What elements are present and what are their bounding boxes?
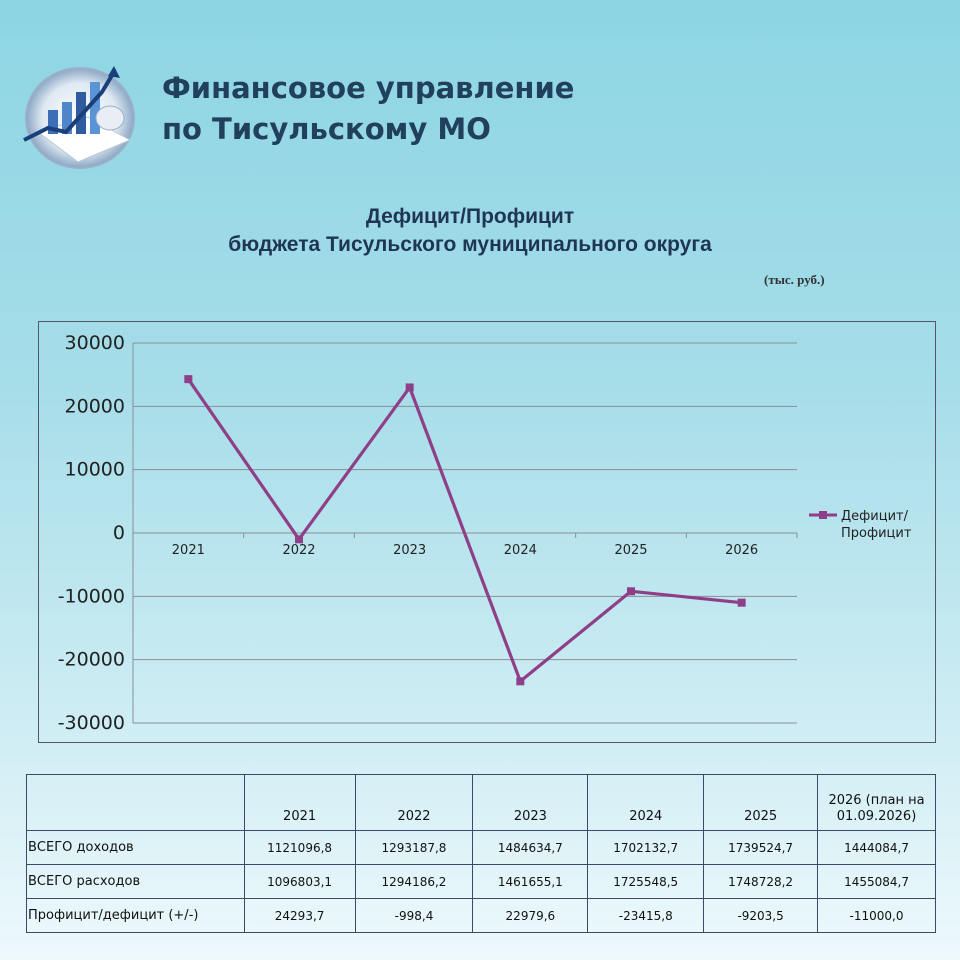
unit-note: (тыс. руб.) (764, 272, 825, 287)
x-tick-label: 2025 (614, 543, 647, 558)
logo-icon (23, 66, 135, 169)
y-tick-label: 20000 (65, 395, 125, 417)
x-tick-label: 2024 (504, 543, 537, 558)
data-point (516, 677, 525, 686)
table-cell: 1739524,7 (703, 830, 819, 865)
legend-marker (819, 511, 827, 519)
x-tick-label: 2026 (725, 543, 758, 558)
y-tick-label: 0 (113, 522, 125, 544)
table-header-cell: 2025 (703, 774, 819, 831)
org-title: Финансовое управление по Тисульскому МО (162, 68, 574, 150)
x-tick-label: 2022 (282, 543, 315, 558)
table-header-cell: 2022 (354, 774, 474, 831)
y-tick-label: -30000 (58, 712, 125, 734)
table-cell: 1294186,2 (354, 864, 474, 899)
table-header-cell: 2024 (587, 774, 705, 831)
y-tick-label: -10000 (58, 585, 125, 607)
data-point (405, 383, 414, 392)
table-cell: 1455084,7 (817, 864, 936, 899)
table-cell: 1461655,1 (472, 864, 589, 899)
org-title-line1: Финансовое управление (162, 71, 575, 105)
series-line (187, 378, 742, 683)
row-label: ВСЕГО расходов (26, 864, 245, 899)
table-cell: -23415,8 (587, 898, 705, 933)
x-tick-label: 2023 (393, 543, 426, 558)
table-header-row: 2021 2022 2023 2024 2025 2026 (план на 0… (26, 774, 936, 831)
table-cell: 1444084,7 (817, 830, 936, 865)
y-tick-label: 10000 (65, 459, 125, 481)
table-cell: 1748728,2 (703, 864, 819, 899)
table-cell: 1293187,8 (354, 830, 474, 865)
x-tick-label: 2021 (172, 543, 205, 558)
table-cell: -11000,0 (817, 898, 936, 933)
legend-label: Дефицит/ (841, 509, 909, 524)
table-header-cell: 2021 (243, 774, 356, 831)
table-cell: -9203,5 (703, 898, 819, 933)
y-tick-label: 30000 (65, 332, 125, 354)
table-row: Профицит/дефицит (+/-) 24293,7 -998,4 22… (26, 898, 936, 933)
table-cell: 22979,6 (472, 898, 589, 933)
table-cell: 1725548,5 (587, 864, 705, 899)
chart-title-line1: Дефицит/Профицит (365, 205, 575, 228)
chart-frame: 30000 20000 10000 0 -10000 -20000 -30000 2021 20… (38, 321, 936, 743)
chart-title: Дефицит/Профицит бюджета Тисульского мун… (140, 203, 800, 259)
org-title-line2: по Тисульскому МО (162, 112, 491, 146)
y-tick-label: -20000 (58, 649, 125, 671)
table-row: ВСЕГО доходов 1121096,8 1293187,8 148463… (26, 830, 936, 865)
table-row: ВСЕГО расходов 1096803,1 1294186,2 14616… (26, 864, 936, 899)
row-label: Профицит/дефицит (+/-) (26, 898, 245, 933)
table-cell: 1484634,7 (472, 830, 589, 865)
table-cell: -998,4 (354, 898, 474, 933)
row-label: ВСЕГО доходов (26, 830, 245, 865)
table-cell: 24293,7 (243, 898, 356, 933)
data-point (295, 535, 303, 544)
budget-table: 2021 2022 2023 2024 2025 2026 (план на 0… (26, 774, 936, 933)
data-point (627, 587, 635, 596)
data-point (184, 375, 193, 384)
line-chart: 30000 20000 10000 0 -10000 -20000 -30000 2021 20… (58, 332, 912, 734)
table-header-cell: 2023 (472, 774, 589, 831)
table-header-cell (26, 774, 245, 831)
data-point (737, 598, 746, 607)
table-cell: 1096803,1 (243, 864, 356, 899)
table-cell: 1121096,8 (243, 830, 356, 865)
table-header-cell: 2026 (план на 01.09.2026) (817, 774, 936, 831)
chart-title-line2: бюджета Тисульского муниципального округ… (228, 233, 712, 256)
legend-label: Профицит (841, 526, 912, 541)
table-cell: 1702132,7 (587, 830, 705, 865)
